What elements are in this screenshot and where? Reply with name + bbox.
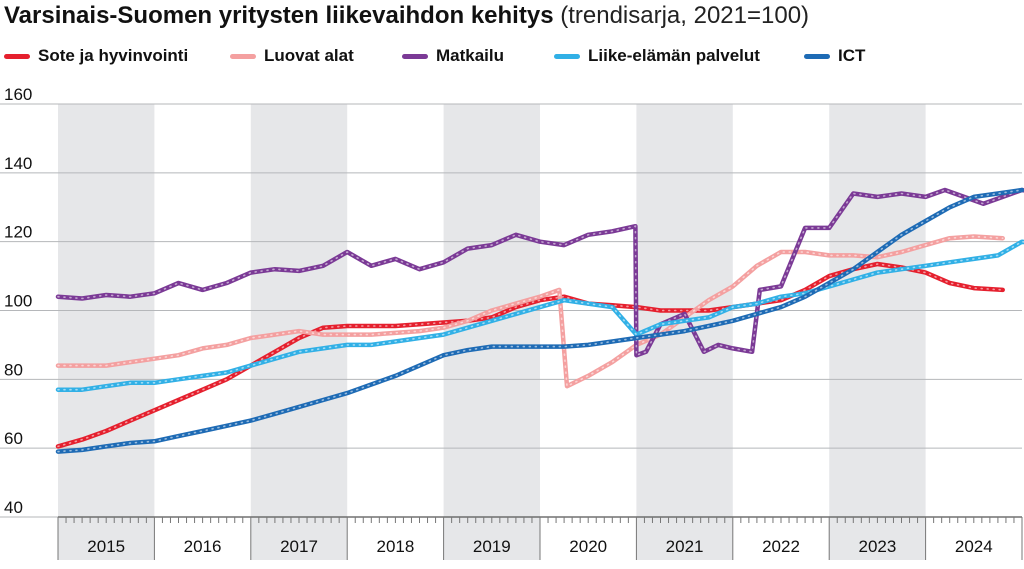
- legend-item-liike: Liike-elämän palvelut: [554, 46, 760, 66]
- legend-item-matkailu: Matkailu: [402, 46, 504, 66]
- x-tick-label: 2020: [569, 537, 607, 556]
- legend-item-sote: Sote ja hyvinvointi: [4, 46, 188, 66]
- legend-swatch-sote: [4, 53, 30, 59]
- y-tick-label: 60: [4, 429, 23, 448]
- y-tick-label: 80: [4, 360, 23, 379]
- series-line-dots: [57, 263, 1004, 448]
- legend-label-ict: ICT: [838, 46, 866, 65]
- y-axis-tick-labels: 40 60 80 100 120 140 160: [4, 85, 32, 517]
- legend-swatch-liike: [554, 53, 580, 59]
- legend-item-ict: ICT: [804, 46, 865, 66]
- legend-swatch-luovat: [230, 53, 256, 59]
- y-tick-label: 100: [4, 292, 32, 311]
- x-tick-label: 2016: [184, 537, 222, 556]
- x-tick-label: 2021: [666, 537, 704, 556]
- legend-swatch-ict: [804, 53, 830, 59]
- legend-label-sote: Sote ja hyvinvointi: [38, 46, 189, 65]
- series-line-dots: [57, 235, 1004, 388]
- x-tick-label: 2022: [762, 537, 800, 556]
- x-tick-label: 2018: [376, 537, 414, 556]
- y-tick-label: 120: [4, 223, 32, 242]
- year-bands: [58, 104, 926, 560]
- x-axis: 2015 2016 2017 2018 2019 2020 2021 2022 2023 2024: [57, 516, 1023, 560]
- x-tick-label: 2023: [858, 537, 896, 556]
- legend-label-luovat: Luovat alat: [264, 46, 354, 65]
- x-tick-label: 2015: [87, 537, 125, 556]
- year-band: [829, 104, 926, 560]
- x-tick-label: 2019: [473, 537, 511, 556]
- legend-item-luovat: Luovat alat: [230, 46, 354, 66]
- y-tick-label: 40: [4, 498, 23, 517]
- series-line-dots: [57, 189, 1024, 357]
- legend-label-matkailu: Matkailu: [436, 46, 505, 65]
- year-band: [58, 104, 155, 560]
- series-lines: [55, 187, 1024, 454]
- series-line-dots: [57, 189, 1023, 453]
- x-tick-label: 2024: [955, 537, 993, 556]
- y-tick-label: 140: [4, 154, 32, 173]
- grid-lines: [0, 103, 1022, 518]
- y-tick-label: 160: [4, 85, 32, 104]
- legend-swatch-matkailu: [402, 53, 428, 59]
- x-tick-label: 2017: [280, 537, 318, 556]
- chart-subtitle: (trendisarja, 2021=100): [560, 2, 810, 29]
- chart-title-main: Varsinais-Suomen yritysten liikevaihdon …: [4, 2, 554, 29]
- chart-legend: Sote ja hyvinvointi Luovat alat Matkailu…: [4, 46, 1014, 68]
- chart-title: Varsinais-Suomen yritysten liikevaihdon …: [4, 2, 809, 30]
- series-line-dots: [57, 240, 1024, 391]
- legend-label-liike: Liike-elämän palvelut: [588, 46, 760, 65]
